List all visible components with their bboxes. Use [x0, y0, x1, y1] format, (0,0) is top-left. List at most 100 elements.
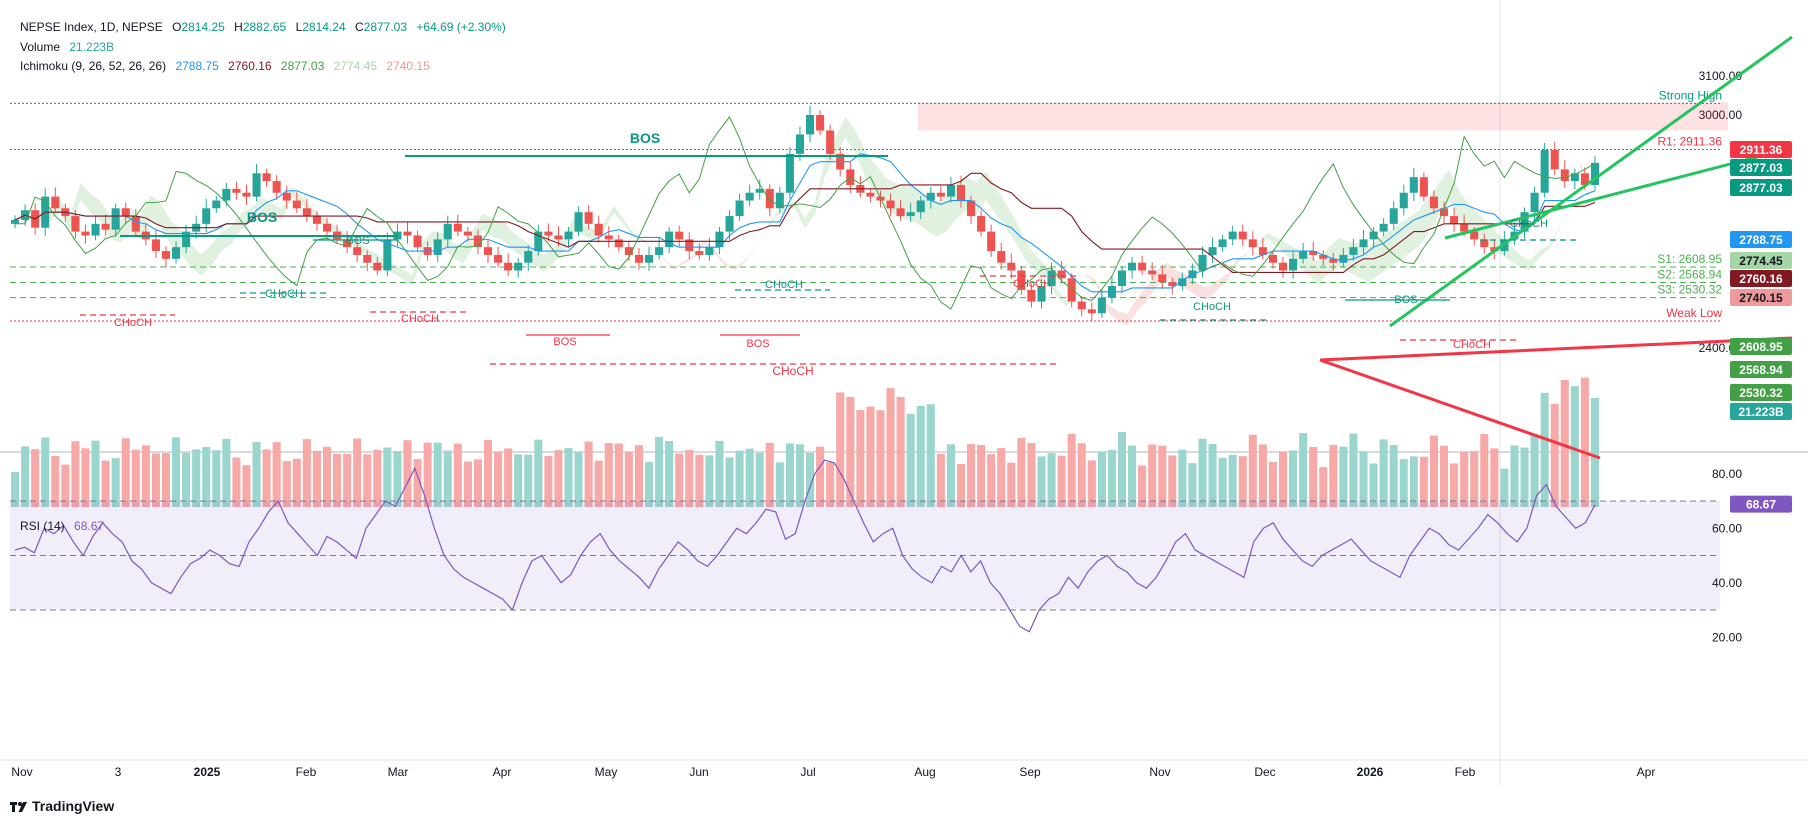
price-tag [1730, 361, 1792, 378]
price-tag [1730, 338, 1792, 355]
candle-body [1309, 251, 1318, 255]
candle-body [1339, 254, 1348, 263]
ichimoku-cloud [845, 116, 856, 154]
volume-bar [121, 438, 130, 507]
candle-body [554, 235, 563, 240]
ichimoku-cloud [1197, 283, 1208, 300]
volume-bar [1439, 445, 1449, 507]
volume-bar [21, 446, 30, 507]
candle-body [896, 208, 905, 217]
volume-bar [926, 404, 935, 507]
kijun-line [14, 172, 1596, 273]
volume-bar [1520, 447, 1529, 507]
ichimoku-cloud [1006, 204, 1017, 244]
volume-bar [604, 443, 613, 507]
price-tag-label: 2760.16 [1739, 272, 1783, 286]
ichimoku-cloud [754, 231, 765, 248]
ichimoku-cloud [513, 232, 524, 258]
rsi-legend: RSI (14) 68.67 [20, 517, 110, 535]
volume-bar [1429, 435, 1438, 507]
candle-body [1329, 258, 1338, 263]
volume-bar [1510, 445, 1519, 507]
volume-bar [1319, 467, 1328, 507]
rsi-value: 68.67 [74, 519, 105, 533]
candle-body [262, 173, 271, 182]
candle-body [1248, 239, 1257, 248]
tradingview-logo[interactable]: TradingView [10, 798, 114, 814]
volume-bar [1208, 444, 1217, 507]
volume-bar [987, 454, 996, 507]
volume-bar [322, 446, 332, 507]
ichimoku-cloud [643, 239, 655, 251]
volume-bar [312, 450, 321, 507]
volume-bar [373, 449, 382, 507]
price-tag [1730, 141, 1792, 158]
ichimoku-cloud [1388, 224, 1399, 269]
volume-bar [463, 461, 472, 507]
high-label: H [234, 20, 243, 34]
time-tick-label: Jun [689, 765, 708, 779]
volume-bar [1460, 452, 1469, 507]
ichimoku-cloud [724, 262, 735, 271]
candle-body [1570, 173, 1579, 182]
open-label: O [172, 20, 182, 34]
candle-body [604, 235, 613, 240]
candle-body [413, 235, 422, 248]
volume-bar [1289, 450, 1298, 507]
candle-body [755, 188, 764, 193]
time-tick-label: Sep [1019, 765, 1041, 779]
volume-bar [816, 446, 825, 507]
tenkan-line [14, 153, 1596, 293]
volume-bar [383, 447, 392, 507]
candle-body [483, 247, 493, 255]
volume-bar [1500, 468, 1509, 507]
ichimoku-cloud [794, 200, 805, 229]
rsi-tick-label: 80.00 [1712, 467, 1742, 481]
ichimoku-cloud [714, 249, 725, 266]
ichimoku-cloud [1378, 231, 1389, 276]
candle-body [1017, 270, 1026, 290]
volume-bar [534, 439, 543, 507]
candle-body [11, 219, 20, 224]
volume-bar [1359, 451, 1368, 507]
candle-body [302, 208, 311, 217]
volume-bar [1178, 449, 1187, 507]
volume-bar [262, 449, 271, 507]
candle-body [987, 231, 996, 252]
close-value: 2877.03 [363, 20, 408, 34]
volume-bar [1128, 445, 1137, 507]
volume-bar [1580, 377, 1589, 507]
candle-body [51, 196, 60, 209]
ichimoku-cloud [976, 170, 987, 214]
structure-label: BOS [247, 209, 277, 225]
candle-body [1389, 208, 1398, 224]
candle-body [1289, 258, 1298, 271]
volume-bar [1399, 459, 1408, 507]
volume-bar [785, 443, 794, 507]
candle-body [765, 188, 774, 209]
volume-bar [423, 442, 432, 507]
price-tag-label: 2740.15 [1739, 291, 1783, 305]
volume-bar [1369, 463, 1378, 507]
ichimoku-cloud [1277, 238, 1289, 257]
ichimoku-cloud [1539, 244, 1550, 258]
volume-bar [644, 461, 654, 507]
candle-body [785, 153, 794, 193]
ichimoku-cloud [211, 231, 222, 266]
ichimoku-cloud [1137, 286, 1148, 312]
time-tick-label: Nov [1149, 765, 1170, 779]
structure-label: CHoCH [1193, 301, 1231, 313]
ichimoku-cloud [603, 205, 614, 232]
candle-body [1439, 208, 1449, 217]
volume-bar [1339, 446, 1348, 507]
volume-bar [1409, 456, 1418, 507]
candle-body [564, 231, 573, 240]
candle-body [1278, 262, 1288, 271]
ichimoku-cloud [684, 254, 695, 265]
structure-label: BOS [746, 338, 769, 350]
ichimoku-cloud [1127, 298, 1138, 326]
volume-bar [886, 388, 895, 507]
volume-bar [836, 392, 845, 507]
ichimoku-cloud [805, 201, 816, 229]
